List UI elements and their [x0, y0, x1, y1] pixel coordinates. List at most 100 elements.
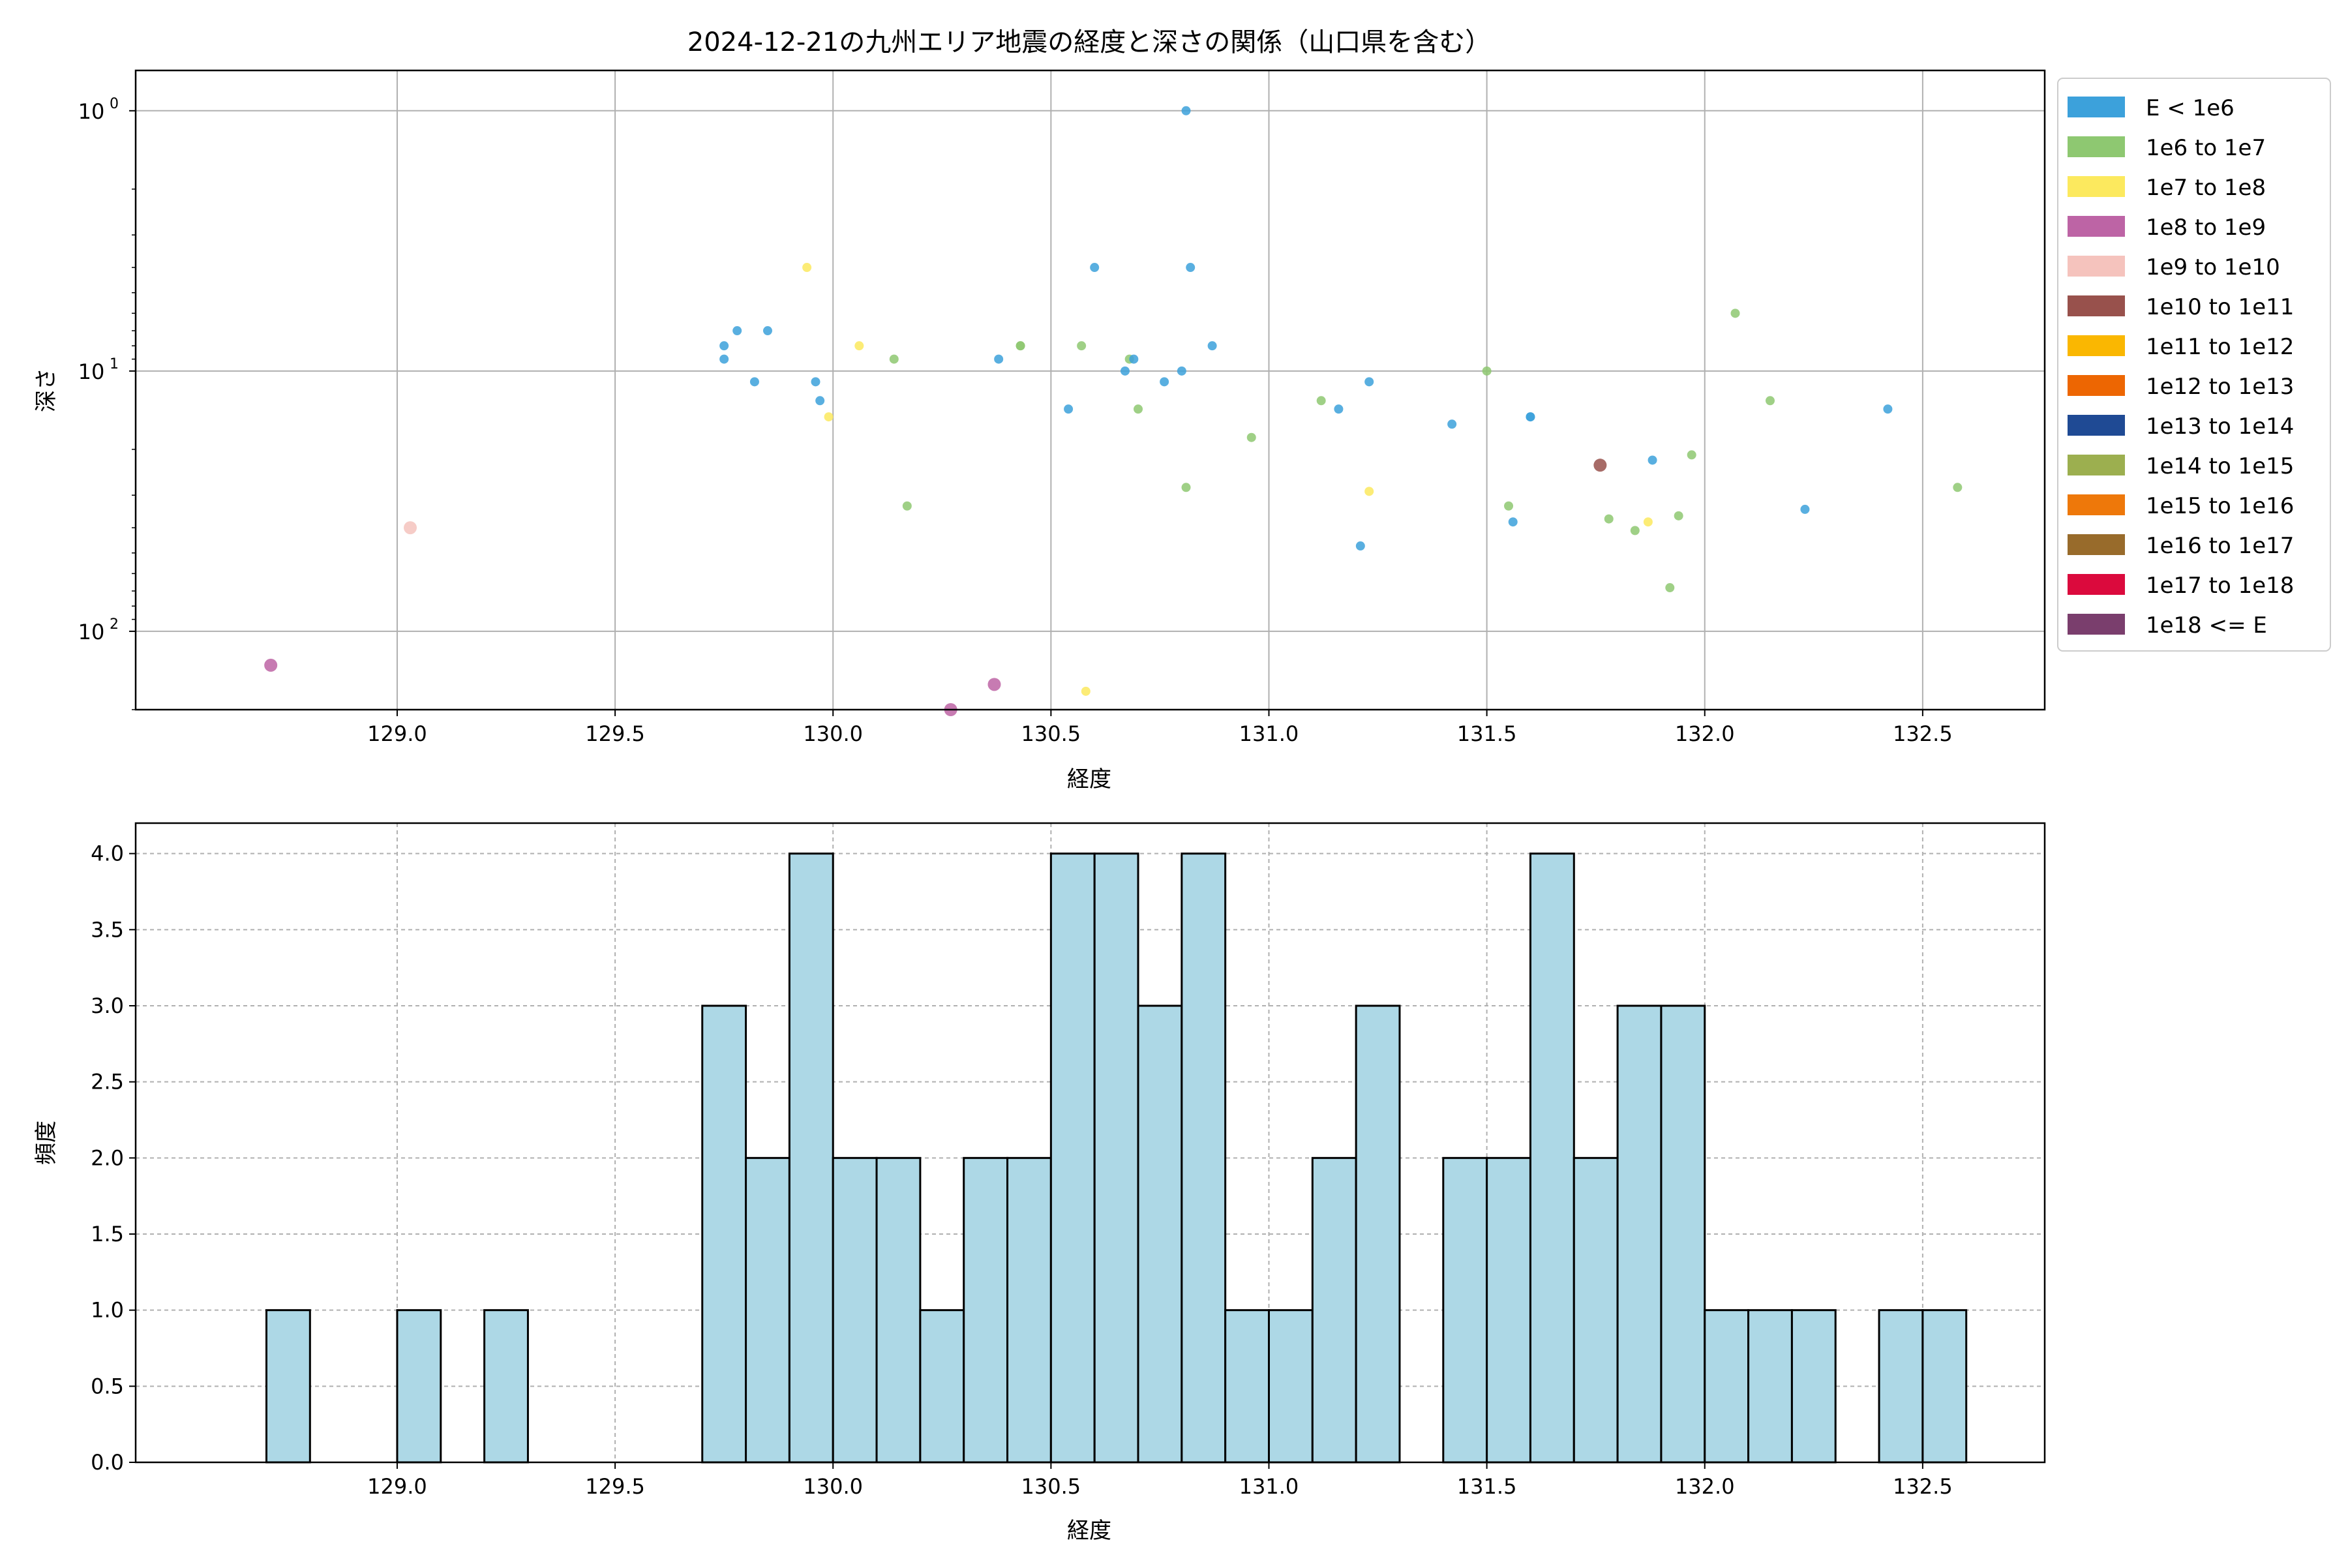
scatter-point [1504, 501, 1514, 511]
histogram-y-tick-label: 2.5 [91, 1070, 124, 1094]
scatter-y-tick-exponent: 0 [110, 96, 119, 112]
legend-swatch [2068, 97, 2125, 117]
histogram-panel: 129.0 129.5 130.0 130.5 131.0 131.5 132.0 132.5… [33, 822, 2046, 1544]
scatter-title: 2024-12-21の九州エリア地震の経度と深さの関係（山口県を含む） [687, 27, 1491, 57]
histogram-bar [1529, 852, 1575, 1464]
scatter-gridlines [136, 70, 2045, 710]
scatter-y-tick-label: 10 [78, 620, 105, 644]
scatter-point [1364, 487, 1374, 496]
legend-label: 1e6 to 1e7 [2146, 135, 2266, 161]
scatter-point [719, 354, 729, 364]
histogram-bar [1878, 1309, 1924, 1464]
legend-swatch [2068, 415, 2125, 436]
scatter-point [1526, 412, 1535, 422]
histogram-frame [134, 822, 2046, 1464]
scatter-point [732, 326, 742, 336]
scatter-point [802, 263, 812, 273]
histogram-bar [1921, 1309, 1968, 1464]
histogram-bar [483, 1309, 529, 1464]
histogram-x-tick-label: 130.0 [803, 1474, 863, 1499]
scatter-point [264, 658, 278, 672]
scatter-point [1355, 541, 1365, 551]
histogram-bar [788, 852, 834, 1464]
legend-swatch [2068, 614, 2125, 635]
histogram-x-tick-label: 129.0 [367, 1474, 427, 1499]
scatter-point [1593, 459, 1607, 472]
scatter-point [1508, 517, 1518, 527]
legend-swatch [2068, 295, 2125, 316]
scatter-point [1181, 106, 1191, 115]
histogram-bar [1573, 1156, 1619, 1464]
scatter-point [1077, 341, 1087, 351]
scatter-point [1129, 354, 1139, 364]
histogram-bar [832, 1156, 878, 1464]
scatter-point [1016, 341, 1025, 351]
scatter-point [889, 354, 899, 364]
histogram-bar [875, 1156, 922, 1464]
histogram-x-tick-label: 129.5 [585, 1474, 645, 1499]
scatter-point [1081, 686, 1091, 696]
scatter-x-tick-label: 130.5 [1021, 721, 1081, 746]
legend-label: 1e14 to 1e15 [2146, 453, 2294, 479]
legend-label: 1e15 to 1e16 [2146, 493, 2294, 519]
histogram-bar [745, 1156, 790, 1464]
scatter-point [987, 678, 1001, 691]
legend-label: E < 1e6 [2146, 95, 2235, 121]
scatter-point [1482, 366, 1492, 376]
legend-swatch [2068, 375, 2125, 396]
scatter-panel: 129.0 129.5 130.0 130.5 131.0 131.5 132.0 132.5… [33, 27, 2046, 792]
scatter-x-tick-label: 131.0 [1239, 721, 1299, 746]
legend-label: 1e10 to 1e11 [2146, 294, 2294, 320]
histogram-y-tick-label: 4.0 [91, 841, 124, 866]
histogram-y-axis-label: 頻度 [33, 1121, 59, 1165]
histogram-x-axis-label: 経度 [1067, 1518, 1111, 1544]
histogram-bar [1616, 1004, 1663, 1464]
histogram-bar [963, 1156, 1009, 1464]
scatter-point [1090, 263, 1100, 273]
legend-items: E < 1e6 1e6 to 1e7 1e7 to 1e8 1e8 to 1e9 1e9… [2068, 95, 2294, 639]
histogram-bar [919, 1309, 965, 1464]
scatter-point [1120, 366, 1130, 376]
scatter-point [1630, 526, 1640, 535]
legend-label: 1e18 <= E [2146, 612, 2267, 639]
legend-label: 1e17 to 1e18 [2146, 573, 2294, 599]
legend-label: 1e12 to 1e13 [2146, 374, 2294, 400]
scatter-y-tick-label: 10 [78, 359, 105, 384]
scatter-y-tick-label: 10 [78, 99, 105, 124]
histogram-ticks: 129.0 129.5 130.0 130.5 131.0 131.5 132.0 132.5… [91, 841, 1953, 1499]
histogram-y-tick-label: 3.5 [91, 917, 124, 942]
scatter-y-axis-label: 深さ [33, 368, 59, 412]
scatter-point [1181, 483, 1191, 492]
legend-swatch [2068, 335, 2125, 356]
scatter-point [1160, 377, 1169, 387]
scatter-x-axis-label: 経度 [1067, 766, 1111, 792]
scatter-x-tick-label: 132.5 [1893, 721, 1953, 746]
histogram-y-tick-label: 0.0 [91, 1450, 124, 1475]
scatter-y-tick-exponent: 2 [110, 616, 119, 633]
histogram-y-tick-label: 0.5 [91, 1374, 124, 1398]
histogram-x-tick-label: 130.5 [1021, 1474, 1081, 1499]
scatter-point [1687, 450, 1696, 460]
scatter-point [1953, 483, 1963, 492]
scatter-point [1730, 309, 1740, 318]
scatter-point [1364, 377, 1374, 387]
scatter-point [1447, 419, 1457, 429]
legend-label: 1e8 to 1e9 [2146, 215, 2266, 241]
scatter-x-tick-label: 132.0 [1675, 721, 1735, 746]
histogram-bar [1442, 1156, 1488, 1464]
scatter-y-tick-exponent: 1 [110, 356, 119, 372]
scatter-x-tick-label: 129.5 [585, 721, 645, 746]
histogram-x-tick-label: 132.5 [1893, 1474, 1953, 1499]
legend-box [2057, 78, 2331, 652]
histogram-bar [1006, 1156, 1052, 1464]
scatter-point [404, 521, 417, 535]
legend-swatch [2068, 455, 2125, 475]
scatter-point [1604, 514, 1614, 524]
histogram-x-tick-label: 132.0 [1675, 1474, 1735, 1499]
scatter-point [1177, 366, 1186, 376]
histogram-x-tick-label: 131.5 [1457, 1474, 1517, 1499]
scatter-point [1800, 504, 1810, 514]
histogram-y-tick-label: 3.0 [91, 993, 124, 1018]
scatter-point [1064, 404, 1074, 414]
